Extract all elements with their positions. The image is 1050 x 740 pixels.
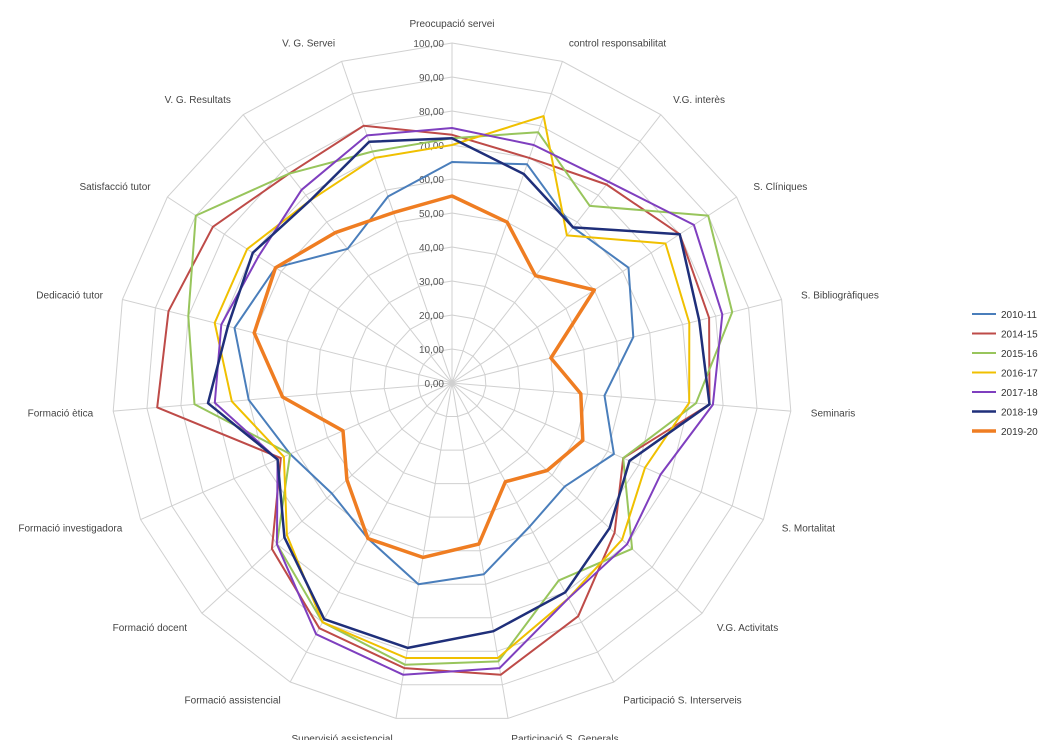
radial-tick-label: 20,00: [419, 311, 444, 322]
grid-spoke: [451, 299, 782, 384]
category-label: V.G. interès: [673, 95, 725, 106]
radial-tick-label: 30,00: [419, 277, 444, 288]
category-label: Preocupació servei: [409, 19, 494, 30]
radial-tick-label: 60,00: [419, 175, 444, 186]
category-label: Dedicació tutor: [36, 291, 103, 302]
category-label: S. Clíniques: [753, 182, 807, 193]
category-label: Formació ètica: [28, 409, 94, 420]
grid-ring: [315, 246, 589, 518]
grid-spoke: [341, 61, 453, 384]
category-label: Satisfacció tutor: [79, 182, 151, 193]
series-line-2017-18: [213, 127, 724, 676]
category-label: Formació assistencial: [185, 696, 281, 707]
grid-ring: [180, 110, 724, 652]
legend-label: 2018-19: [1001, 408, 1038, 419]
category-label: V. G. Servei: [282, 39, 335, 50]
grid-spoke: [451, 382, 764, 521]
category-label: V.G. Activitats: [717, 623, 778, 634]
legend-label: 2014-15: [1001, 330, 1038, 341]
grid-spoke: [140, 382, 453, 521]
radial-tick-label: 50,00: [419, 209, 444, 220]
category-label: Formació investigadora: [18, 524, 122, 535]
legend-label: 2015-16: [1001, 349, 1038, 360]
category-label: S. Bibliogràfiques: [801, 291, 879, 302]
legend: 2010-11 2014-15 2015-16 2016-17 2017-18 2018-…: [972, 310, 1038, 438]
grid-ring: [349, 280, 555, 485]
category-label: Supervisió assistencial: [292, 734, 393, 740]
grid-spoke: [451, 382, 615, 683]
category-label: Participació S. Generals: [511, 734, 618, 740]
series-lines: [156, 115, 734, 676]
grid-spoke: [451, 382, 791, 412]
grid-ring: [383, 314, 521, 451]
category-label: Participació S. Interserveis: [623, 696, 741, 707]
radial-tick-label: 70,00: [419, 141, 444, 152]
radial-tick-label: 40,00: [419, 243, 444, 254]
category-label: S. Mortalitat: [782, 524, 836, 535]
series-line-2010-11: [233, 161, 635, 586]
category-label: Seminaris: [811, 409, 855, 420]
grid-spoke: [451, 114, 662, 384]
category-label: V. G. Resultats: [165, 95, 231, 106]
grid-spoke: [201, 382, 453, 614]
series-line-2019-20: [252, 194, 597, 560]
legend-label: 2019-20: [1001, 427, 1038, 438]
radial-tick-label: 80,00: [419, 107, 444, 118]
grid-spoke: [167, 196, 453, 384]
grid-spoke: [395, 382, 453, 719]
radial-tick-label: 100,00: [413, 39, 444, 50]
radial-tick-label: 90,00: [419, 73, 444, 84]
grid-ring: [417, 348, 487, 417]
category-label: control responsabilitat: [569, 39, 666, 50]
legend-label: 2017-18: [1001, 388, 1038, 399]
legend-label: 2016-17: [1001, 369, 1038, 380]
radial-tick-label: 0,00: [425, 379, 445, 390]
grid-spoke: [451, 382, 509, 719]
series-line-2016-17: [213, 115, 691, 659]
legend-label: 2010-11: [1001, 310, 1037, 321]
series-line-2018-19: [206, 136, 711, 650]
category-label: Formació docent: [113, 623, 188, 634]
radial-tick-labels: 0,00 10,00 20,00 30,00 40,00 50,00 60,00 70,00 8…: [413, 39, 444, 390]
category-labels: Preocupació servei control responsabilita…: [18, 19, 878, 740]
grid-ring: [248, 178, 656, 585]
series-line-2015-16: [187, 131, 734, 666]
grid-spoke: [289, 382, 453, 683]
radial-tick-label: 10,00: [419, 345, 444, 356]
grid-ring: [146, 76, 758, 686]
grid-spoke: [122, 299, 453, 384]
grid-ring: [112, 42, 792, 719]
grid-spoke: [451, 382, 703, 614]
